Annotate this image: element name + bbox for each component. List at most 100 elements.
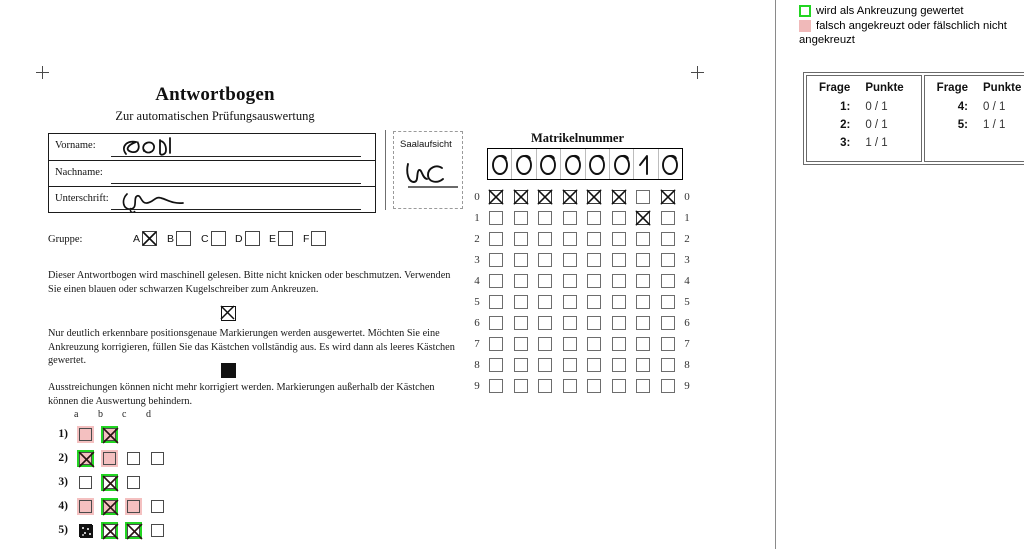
matrikel-checkbox-r0-c0[interactable] [488, 189, 504, 204]
matrikel-checkbox-r4-c5[interactable] [611, 273, 626, 288]
answer-checkbox-q5-d[interactable] [149, 522, 166, 539]
matrikel-checkbox-r1-c5[interactable] [611, 210, 626, 225]
matrikel-checkbox-r9-c1[interactable] [513, 378, 528, 393]
matrikel-checkbox-r8-c4[interactable] [587, 357, 602, 372]
matrikel-checkbox-r2-c0[interactable] [489, 231, 504, 246]
matrikel-checkbox-r8-c2[interactable] [538, 357, 553, 372]
matrikel-checkbox-r0-c3[interactable] [562, 189, 578, 204]
matrikel-checkbox-r2-c6[interactable] [636, 231, 651, 246]
matrikel-checkbox-r4-c2[interactable] [538, 273, 553, 288]
gruppe-option-C[interactable]: C [201, 231, 226, 246]
matrikel-checkbox-r8-c0[interactable] [489, 357, 504, 372]
matrikel-checkbox-r5-c0[interactable] [489, 294, 504, 309]
matrikel-checkbox-r7-c0[interactable] [489, 336, 504, 351]
gruppe-checkbox-E[interactable] [278, 231, 294, 246]
answer-checkbox-q2-b[interactable] [100, 449, 118, 467]
matrikel-checkbox-r3-c0[interactable] [489, 252, 504, 267]
matrikel-checkbox-r9-c3[interactable] [562, 378, 577, 393]
matrikel-checkbox-r0-c2[interactable] [537, 189, 553, 204]
matrikel-checkbox-r8-c6[interactable] [636, 357, 651, 372]
matrikel-checkbox-r3-c2[interactable] [538, 252, 553, 267]
answer-checkbox-q5-b[interactable] [100, 521, 118, 539]
matrikel-checkbox-r5-c3[interactable] [562, 294, 577, 309]
matrikel-checkbox-r7-c3[interactable] [562, 336, 577, 351]
answer-checkbox-q5-c[interactable] [124, 521, 142, 539]
matrikel-checkbox-r3-c5[interactable] [611, 252, 626, 267]
gruppe-checkbox-C[interactable] [210, 231, 226, 246]
matrikel-checkbox-r7-c6[interactable] [636, 336, 651, 351]
matrikel-checkbox-r3-c7[interactable] [660, 252, 675, 267]
matrikel-checkbox-r7-c7[interactable] [660, 336, 675, 351]
matrikel-checkbox-r3-c1[interactable] [513, 252, 528, 267]
answer-checkbox-q1-b[interactable] [100, 425, 118, 443]
gruppe-option-A[interactable]: A [133, 230, 158, 246]
matrikel-checkbox-r6-c7[interactable] [660, 315, 675, 330]
answer-checkbox-q4-b[interactable] [100, 497, 118, 515]
answer-checkbox-q1-a[interactable] [76, 425, 94, 443]
matrikel-checkbox-r2-c5[interactable] [611, 231, 626, 246]
matrikel-checkbox-r8-c5[interactable] [611, 357, 626, 372]
matrikel-checkbox-r7-c2[interactable] [538, 336, 553, 351]
matrikel-checkbox-r6-c0[interactable] [489, 315, 504, 330]
answer-checkbox-q3-b[interactable] [100, 473, 118, 491]
matrikel-checkbox-r0-c7[interactable] [660, 189, 676, 204]
matrikel-checkbox-r2-c7[interactable] [660, 231, 675, 246]
matrikel-checkbox-r5-c1[interactable] [513, 294, 528, 309]
matrikel-checkbox-r1-c3[interactable] [562, 210, 577, 225]
answer-checkbox-q3-c[interactable] [125, 474, 142, 491]
matrikel-checkbox-r9-c0[interactable] [489, 378, 504, 393]
answer-checkbox-q4-d[interactable] [149, 498, 166, 515]
matrikel-checkbox-r5-c2[interactable] [538, 294, 553, 309]
matrikel-checkbox-r9-c6[interactable] [636, 378, 651, 393]
gruppe-checkbox-A[interactable] [141, 230, 158, 246]
matrikel-checkbox-r3-c3[interactable] [562, 252, 577, 267]
answer-checkbox-q5-a[interactable] [77, 522, 94, 539]
matrikel-checkbox-r5-c6[interactable] [636, 294, 651, 309]
matrikel-checkbox-r5-c4[interactable] [587, 294, 602, 309]
matrikel-checkbox-r2-c3[interactable] [562, 231, 577, 246]
matrikel-checkbox-r1-c2[interactable] [538, 210, 553, 225]
matrikel-checkbox-r5-c7[interactable] [660, 294, 675, 309]
matrikel-checkbox-r6-c6[interactable] [636, 315, 651, 330]
matrikel-checkbox-r8-c1[interactable] [513, 357, 528, 372]
matrikel-checkbox-r7-c5[interactable] [611, 336, 626, 351]
matrikel-checkbox-r6-c2[interactable] [538, 315, 553, 330]
answer-checkbox-q4-c[interactable] [124, 497, 142, 515]
matrikel-checkbox-r4-c4[interactable] [587, 273, 602, 288]
matrikel-checkbox-r3-c6[interactable] [636, 252, 651, 267]
matrikel-checkbox-r4-c0[interactable] [489, 273, 504, 288]
gruppe-option-D[interactable]: D [235, 231, 260, 246]
matrikel-checkbox-r1-c0[interactable] [489, 210, 504, 225]
matrikel-checkbox-r2-c4[interactable] [587, 231, 602, 246]
answer-checkbox-q2-d[interactable] [149, 450, 166, 467]
matrikel-checkbox-r9-c5[interactable] [611, 378, 626, 393]
matrikel-checkbox-r6-c5[interactable] [611, 315, 626, 330]
gruppe-option-E[interactable]: E [269, 231, 294, 246]
answer-checkbox-q3-a[interactable] [77, 474, 94, 491]
matrikel-checkbox-r6-c3[interactable] [562, 315, 577, 330]
gruppe-checkbox-F[interactable] [311, 231, 327, 246]
answer-checkbox-q2-a[interactable] [76, 449, 94, 467]
matrikel-checkbox-r2-c1[interactable] [513, 231, 528, 246]
matrikel-checkbox-r1-c6[interactable] [635, 210, 651, 225]
answer-checkbox-q4-a[interactable] [76, 497, 94, 515]
matrikel-checkbox-r2-c2[interactable] [538, 231, 553, 246]
matrikel-checkbox-r0-c1[interactable] [513, 189, 529, 204]
gruppe-option-F[interactable]: F [303, 231, 327, 246]
matrikel-checkbox-r6-c1[interactable] [513, 315, 528, 330]
matrikel-checkbox-r7-c1[interactable] [513, 336, 528, 351]
matrikel-checkbox-r1-c4[interactable] [587, 210, 602, 225]
matrikel-checkbox-r8-c7[interactable] [660, 357, 675, 372]
matrikel-checkbox-r0-c5[interactable] [611, 189, 627, 204]
matrikel-checkbox-r8-c3[interactable] [562, 357, 577, 372]
gruppe-checkbox-D[interactable] [244, 231, 260, 246]
matrikel-checkbox-r4-c3[interactable] [562, 273, 577, 288]
matrikel-checkbox-r6-c4[interactable] [587, 315, 602, 330]
matrikel-checkbox-r3-c4[interactable] [587, 252, 602, 267]
matrikel-checkbox-r9-c4[interactable] [587, 378, 602, 393]
matrikel-checkbox-r1-c7[interactable] [660, 210, 675, 225]
gruppe-option-B[interactable]: B [167, 231, 192, 246]
gruppe-checkbox-B[interactable] [176, 231, 192, 246]
matrikel-checkbox-r1-c1[interactable] [513, 210, 528, 225]
matrikel-checkbox-r4-c7[interactable] [660, 273, 675, 288]
